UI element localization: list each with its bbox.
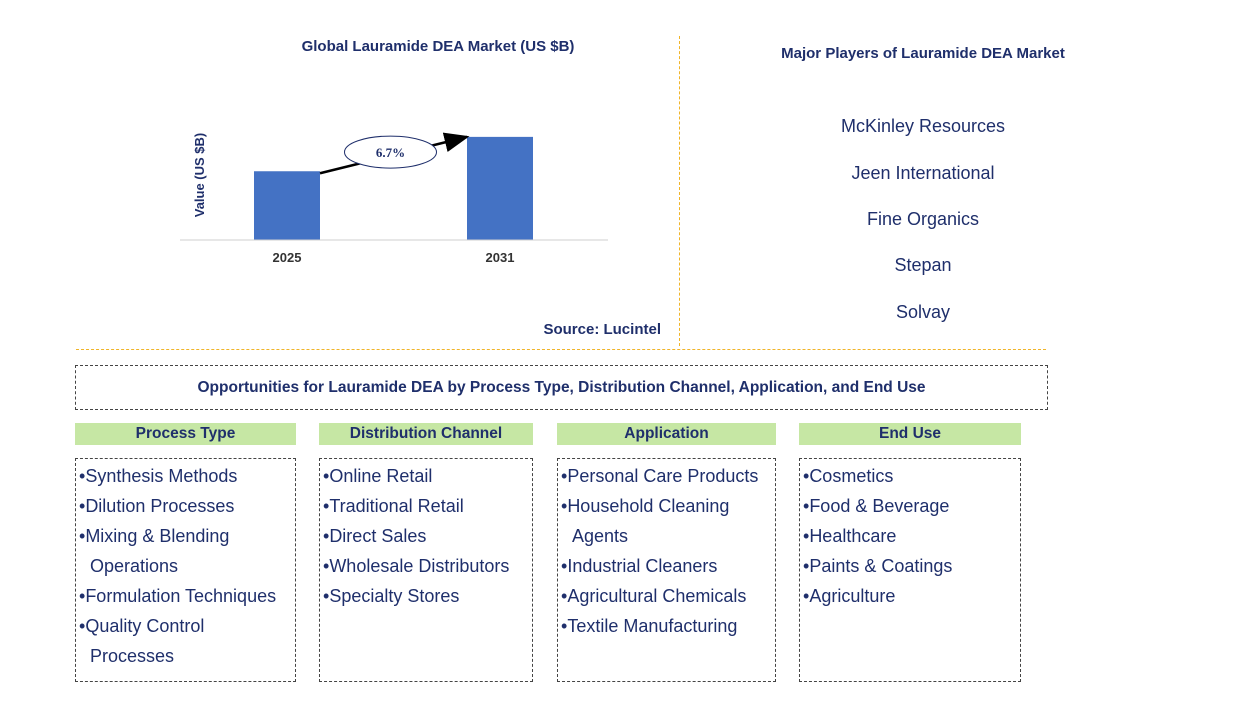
vertical-divider — [679, 36, 680, 346]
player-item: Fine Organics — [866, 209, 980, 229]
bar-chart: Value (US $B) 2025 2031 6.7% — [180, 132, 608, 265]
list-item: Quality Control Processes — [79, 611, 240, 671]
column-list-application: Personal Care Products Household Cleanin… — [557, 458, 776, 682]
chart-title: Global Lauramide DEA Market (US $B) — [301, 38, 575, 55]
player-item: Jeen International — [851, 163, 995, 183]
chart-source: Source: Lucintel — [543, 321, 661, 338]
list-item: Agricultural Chemicals — [561, 581, 775, 611]
column-list-process-type: Synthesis Methods Dilution Processes Mix… — [75, 458, 296, 682]
column-heading-process-type: Process Type — [75, 423, 296, 445]
x-tick-label: 2031 — [486, 250, 515, 265]
opportunities-title: Opportunities for Lauramide DEA by Proce… — [75, 365, 1048, 410]
player-item: McKinley Resources — [840, 116, 1006, 136]
column-list-distribution-channel: Online Retail Traditional Retail Direct … — [319, 458, 533, 682]
column-heading-end-use: End Use — [799, 423, 1021, 445]
y-axis-label: Value (US $B) — [192, 133, 207, 218]
list-item: Industrial Cleaners — [561, 551, 775, 581]
list-item: Specialty Stores — [323, 581, 532, 611]
list-item: Traditional Retail — [323, 491, 532, 521]
list-item: Food & Beverage — [803, 491, 1020, 521]
list-item: Healthcare — [803, 521, 1020, 551]
player-item: Solvay — [895, 302, 951, 322]
list-item: Mixing & Blending Operations — [79, 521, 240, 581]
bar-2025 — [254, 171, 320, 240]
growth-label: 6.7% — [376, 145, 405, 160]
players-title: Major Players of Lauramide DEA Market — [781, 45, 1065, 62]
column-list-end-use: Cosmetics Food & Beverage Healthcare Pai… — [799, 458, 1021, 682]
list-item: Online Retail — [323, 461, 532, 491]
list-item: Textile Manufacturing — [561, 611, 775, 641]
list-item: Formulation Techniques — [79, 581, 295, 611]
list-item: Household Cleaning Agents — [561, 491, 762, 551]
horizontal-divider — [76, 349, 1046, 350]
player-item: Stepan — [894, 255, 952, 275]
list-item: Agriculture — [803, 581, 1020, 611]
list-item: Paints & Coatings — [803, 551, 1020, 581]
list-item: Cosmetics — [803, 461, 1020, 491]
x-tick-label: 2025 — [273, 250, 302, 265]
list-item: Direct Sales — [323, 521, 532, 551]
growth-ellipse — [344, 135, 437, 169]
list-item: Personal Care Products — [561, 461, 775, 491]
column-heading-application: Application — [557, 423, 776, 445]
list-item: Wholesale Distributors — [323, 551, 532, 581]
column-heading-distribution-channel: Distribution Channel — [319, 423, 533, 445]
list-item: Synthesis Methods — [79, 461, 295, 491]
bar-2031 — [467, 136, 533, 240]
list-item: Dilution Processes — [79, 491, 295, 521]
